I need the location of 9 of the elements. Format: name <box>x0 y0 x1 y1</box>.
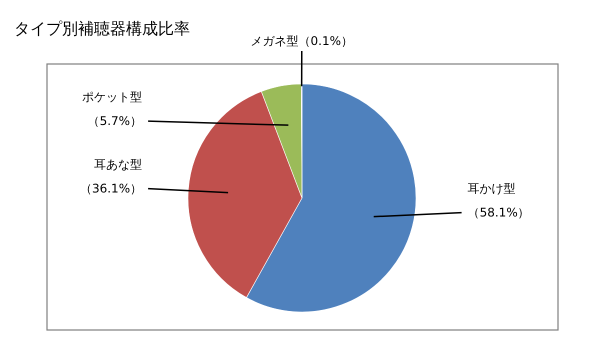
slice-label: メガネ型 <box>250 34 299 48</box>
chart-title: タイプ別補聴器構成比率 <box>14 19 190 38</box>
slice-label: ポケット型 <box>82 90 142 104</box>
data-label: （5.7%） <box>88 114 142 128</box>
data-label: （58.1%） <box>468 206 530 220</box>
data-label: （0.1%） <box>298 34 354 48</box>
data-label: （36.1%） <box>80 182 142 196</box>
slice-label: 耳あな型 <box>94 158 142 172</box>
slice-label: 耳かけ型 <box>468 182 516 196</box>
